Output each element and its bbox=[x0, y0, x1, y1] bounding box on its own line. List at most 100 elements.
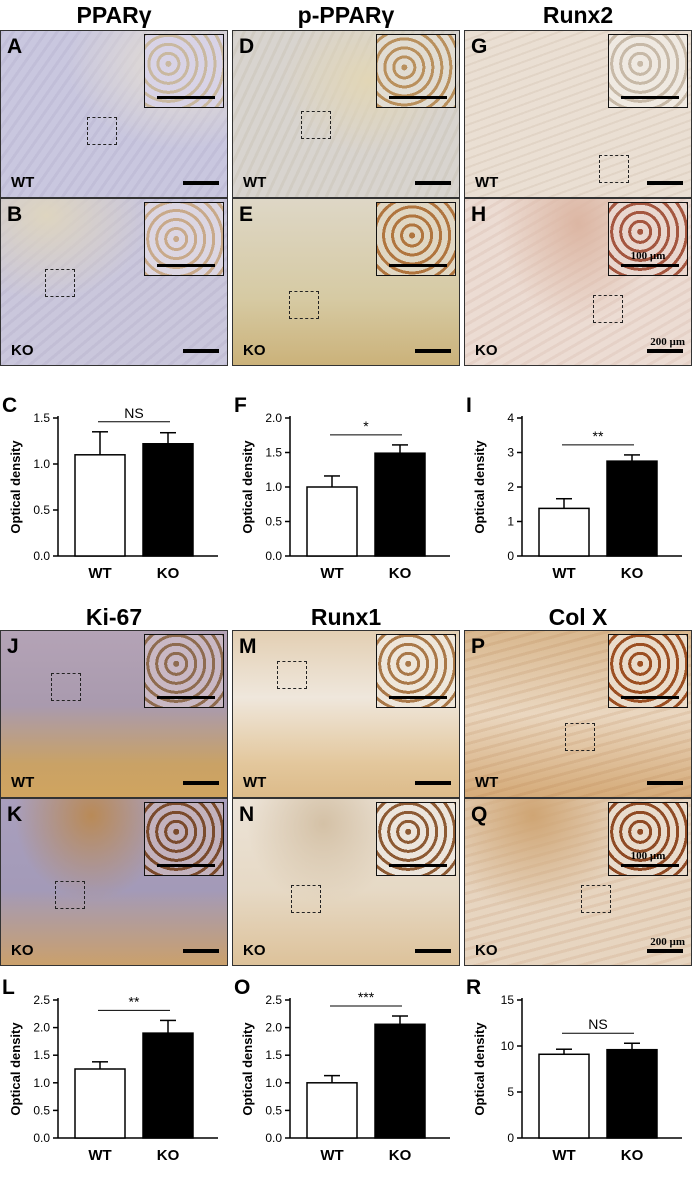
magnified-inset bbox=[144, 202, 224, 276]
x-tick-label: KO bbox=[389, 1147, 412, 1164]
group-label: KO bbox=[243, 942, 266, 959]
inset-scale-bar bbox=[389, 264, 447, 267]
group-label: WT bbox=[11, 774, 35, 791]
y-tick-label: 2.5 bbox=[33, 993, 50, 1007]
magnified-inset bbox=[608, 34, 688, 108]
magnified-inset bbox=[144, 34, 224, 108]
roi-dashed-box bbox=[87, 117, 117, 145]
scale-bar bbox=[183, 181, 219, 185]
inset-scale-bar bbox=[621, 264, 679, 267]
x-tick-label: WT bbox=[88, 1147, 111, 1164]
panel-label: O bbox=[234, 976, 250, 999]
header-ppar-gamma: PPARγ bbox=[76, 2, 152, 28]
header-runx1: Runx1 bbox=[310, 604, 382, 630]
header-ki67: Ki-67 bbox=[85, 604, 143, 630]
x-tick-label: KO bbox=[621, 565, 644, 582]
bar-wt bbox=[306, 486, 358, 557]
panel-label: M bbox=[239, 635, 257, 658]
bar-wt bbox=[306, 1082, 358, 1139]
inset-scale-bar bbox=[621, 864, 679, 867]
y-tick-label: 0.0 bbox=[265, 1131, 282, 1145]
scale-bar bbox=[415, 781, 451, 785]
inset-scale-bar bbox=[389, 96, 447, 99]
inset-scale-bar bbox=[389, 696, 447, 699]
y-tick-label: 2.0 bbox=[265, 1021, 282, 1035]
micrograph-panel-d: D WT bbox=[232, 30, 460, 198]
group-label: KO bbox=[243, 342, 266, 359]
y-tick-label: 10 bbox=[501, 1039, 515, 1053]
group-label: KO bbox=[11, 342, 34, 359]
bar-wt bbox=[74, 1068, 126, 1139]
bar-chart-l: L Optical density 0.0 0.5 1.0 1.5 2.0 2.5 WT KO ** bbox=[2, 976, 218, 1164]
bar-chart-f: F Optical density 0.0 0.5 1.0 1.5 2.0 WT KO * bbox=[234, 394, 450, 582]
micrograph-panel-k: K KO bbox=[0, 798, 228, 966]
y-tick-label: 15 bbox=[501, 993, 515, 1007]
y-tick-label: 0.0 bbox=[33, 549, 50, 563]
y-axis-label: Optical density bbox=[472, 440, 487, 534]
header-runx2: Runx2 bbox=[542, 2, 614, 28]
y-tick-label: 2.5 bbox=[265, 993, 282, 1007]
y-tick-label: 0.5 bbox=[265, 1103, 282, 1117]
magnified-inset bbox=[376, 34, 456, 108]
bar-chart-r: R Optical density 0 5 10 15 WT KO NS bbox=[466, 976, 682, 1164]
panel-label: D bbox=[239, 35, 255, 58]
roi-dashed-box bbox=[599, 155, 629, 183]
panel-label: E bbox=[239, 203, 254, 226]
x-tick-label: KO bbox=[157, 1147, 180, 1164]
inset-scale-bar bbox=[157, 696, 215, 699]
panel-label: H bbox=[471, 203, 487, 226]
y-tick-label: 0.0 bbox=[33, 1131, 50, 1145]
group-label: KO bbox=[11, 942, 34, 959]
scale-bar bbox=[183, 949, 219, 953]
x-tick-label: WT bbox=[552, 1147, 575, 1164]
bar-ko bbox=[142, 1032, 194, 1139]
micrograph-panel-g: G WT bbox=[464, 30, 692, 198]
scale-bar bbox=[415, 349, 451, 353]
header-colx: Col X bbox=[548, 604, 608, 630]
y-tick-label: 0.0 bbox=[265, 549, 282, 563]
roi-dashed-box bbox=[55, 881, 85, 909]
micrograph-panel-n: N KO bbox=[232, 798, 460, 966]
y-tick-label: 1.0 bbox=[265, 1076, 282, 1090]
micrograph-panel-e: E KO bbox=[232, 198, 460, 366]
y-tick-label: 2.0 bbox=[33, 1021, 50, 1035]
y-tick-label: 2 bbox=[507, 480, 514, 494]
magnified-inset bbox=[144, 634, 224, 708]
micrograph-panel-b: B KO bbox=[0, 198, 228, 366]
y-tick-label: 1.0 bbox=[265, 480, 282, 494]
y-tick-label: 1 bbox=[507, 515, 514, 529]
micrograph-panel-q: Q KO 100 µm 200 µm bbox=[464, 798, 692, 966]
inset-scale-bar bbox=[621, 696, 679, 699]
magnified-inset bbox=[376, 202, 456, 276]
roi-dashed-box bbox=[565, 723, 595, 751]
panel-label: K bbox=[7, 803, 23, 826]
panel-label: F bbox=[234, 394, 247, 417]
bar-chart-c: C Optical density 0.0 0.5 1.0 1.5 WT KO NS bbox=[2, 394, 218, 582]
x-tick-label: WT bbox=[320, 565, 343, 582]
roi-dashed-box bbox=[581, 885, 611, 913]
y-tick-label: 1.5 bbox=[33, 1048, 50, 1062]
group-label: WT bbox=[243, 774, 267, 791]
bar-ko bbox=[142, 443, 194, 557]
micrograph-panel-a: A WT bbox=[0, 30, 228, 198]
panel-label: Q bbox=[471, 803, 488, 826]
roi-dashed-box bbox=[45, 269, 75, 297]
scale-bar bbox=[415, 181, 451, 185]
significance-label: * bbox=[363, 418, 369, 434]
scale-label: 200 µm bbox=[650, 936, 685, 948]
y-axis-label: Optical density bbox=[240, 1022, 255, 1116]
bar-wt bbox=[538, 1053, 590, 1139]
micrograph-panel-p: P WT bbox=[464, 630, 692, 798]
panel-label: J bbox=[7, 635, 19, 658]
y-axis-label: Optical density bbox=[472, 1022, 487, 1116]
scale-label: 200 µm bbox=[650, 336, 685, 348]
y-axis-label: Optical density bbox=[8, 440, 23, 534]
bar-wt bbox=[538, 507, 590, 557]
roi-dashed-box bbox=[51, 673, 81, 701]
micrograph-panel-h: H KO 100 µm 200 µm bbox=[464, 198, 692, 366]
panel-label: G bbox=[471, 35, 488, 58]
x-tick-label: WT bbox=[320, 1147, 343, 1164]
scale-bar bbox=[647, 349, 683, 353]
inset-scale-label: 100 µm bbox=[630, 250, 666, 262]
y-tick-label: 4 bbox=[507, 411, 514, 425]
